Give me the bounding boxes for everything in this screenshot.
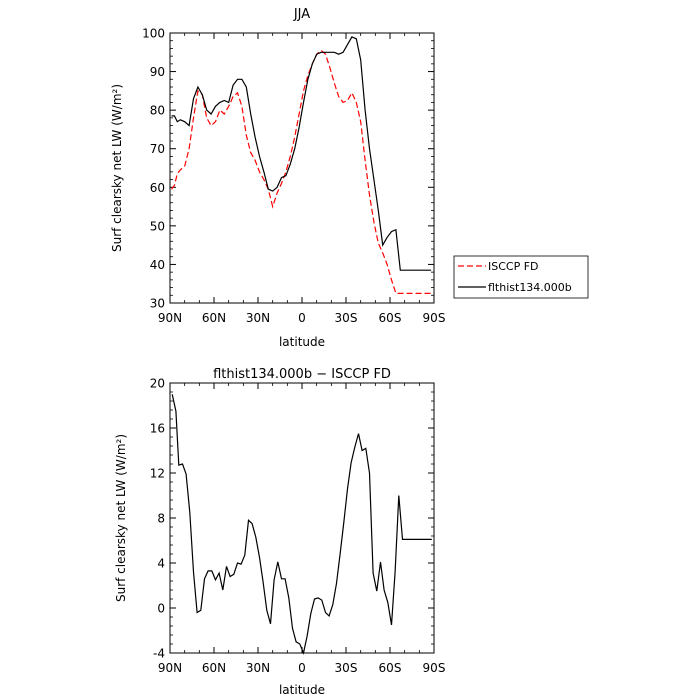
x-tick-label: 30S — [335, 661, 358, 675]
series-lines — [171, 394, 432, 656]
x-tick-label: 60N — [202, 311, 226, 325]
series-lines — [171, 36, 433, 294]
y-axis-label: Surf clearsky net LW (W/m²) — [114, 434, 128, 602]
x-tick-labels: 90N 60N 30N 0 30S 60S 90S — [158, 311, 446, 325]
series-line-0 — [171, 49, 433, 294]
y-tick-label: 90 — [150, 65, 165, 79]
x-axis-label: latitude — [279, 683, 325, 697]
x-tick-label: 90N — [158, 661, 182, 675]
series-line-0 — [171, 394, 432, 656]
y-axis-label: Surf clearsky net LW (W/m²) — [110, 84, 124, 252]
x-tick-label: 30N — [246, 311, 270, 325]
y-tick-label: 100 — [142, 27, 165, 41]
y-tick-label: 50 — [150, 219, 165, 233]
y-tick-label: 70 — [150, 142, 165, 156]
x-tick-label: 90S — [423, 311, 446, 325]
legend-box — [453, 255, 589, 299]
axis-ticks — [169, 382, 435, 654]
y-tick-label: 16 — [150, 422, 165, 436]
x-tick-label: 60S — [379, 311, 402, 325]
legend-label-isccp: ISCCP FD — [488, 260, 539, 273]
legend-label-flthist: flthist134.000b — [488, 281, 572, 294]
y-tick-label: 80 — [150, 104, 165, 118]
y-tick-label: 30 — [150, 297, 165, 311]
y-tick-label: 0 — [157, 602, 165, 616]
chart-title: JJA — [293, 7, 310, 22]
y-tick-label: 60 — [150, 181, 165, 195]
y-tick-label: -4 — [153, 647, 165, 661]
chart-title: flthist134.000b − ISCCP FD — [213, 367, 391, 382]
x-tick-labels: 90N 60N 30N 0 30S 60S 90S — [158, 661, 446, 675]
y-tick-label: 20 — [150, 377, 165, 391]
y-tick-label: 40 — [150, 258, 165, 272]
x-tick-label: 60N — [202, 661, 226, 675]
x-tick-label: 90N — [158, 311, 182, 325]
x-tick-label: 0 — [298, 311, 306, 325]
y-tick-label: 8 — [157, 512, 165, 526]
x-tick-label: 90S — [423, 661, 446, 675]
series-line-1 — [171, 36, 432, 271]
x-tick-label: 0 — [298, 661, 306, 675]
x-tick-label: 30S — [335, 311, 358, 325]
y-tick-label: 4 — [157, 557, 165, 571]
y-tick-label: 12 — [150, 467, 165, 481]
plot-frame — [169, 32, 435, 304]
legend: ISCCP FD flthist134.000b — [453, 255, 589, 299]
x-tick-label: 30N — [246, 661, 270, 675]
chart-difference: flthist134.000b − ISCCP FD -4 0 4 8 12 16 20 9… — [114, 367, 445, 697]
plot-frame — [169, 382, 435, 654]
x-axis-label: latitude — [279, 335, 325, 349]
y-tick-labels: -4 0 4 8 12 16 20 — [150, 377, 165, 661]
y-tick-labels: 30 40 50 60 70 80 90 100 — [142, 27, 165, 311]
x-tick-label: 60S — [379, 661, 402, 675]
axis-ticks — [169, 32, 435, 304]
